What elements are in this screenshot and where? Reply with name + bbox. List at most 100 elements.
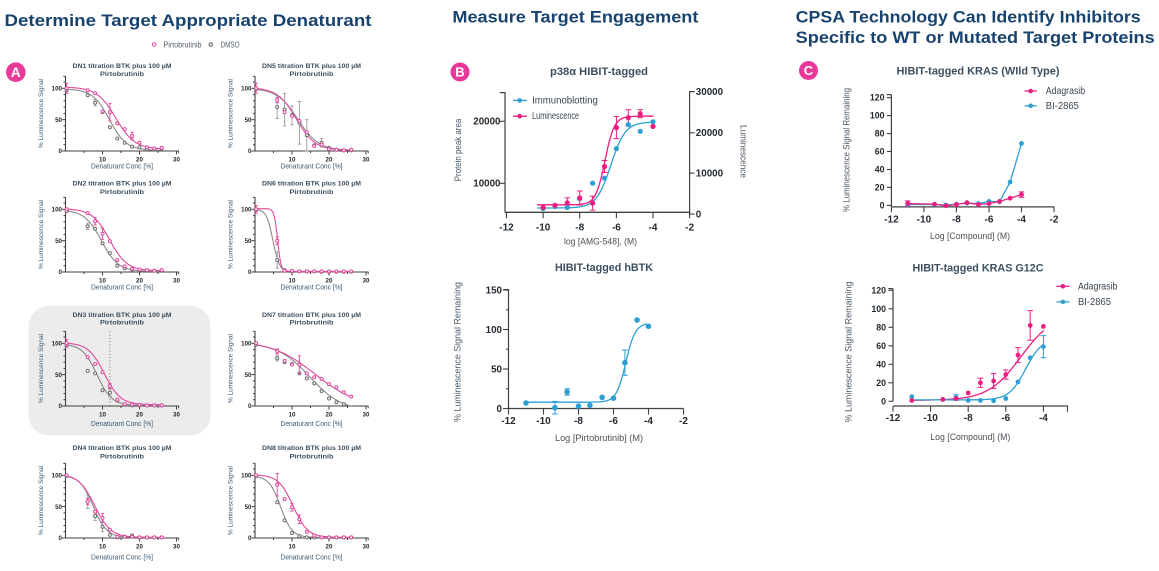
svg-text:DN7 titration BTK plus 100 µM: DN7 titration BTK plus 100 µM	[262, 312, 361, 319]
svg-text:Denaturant Conc [%]: Denaturant Conc [%]	[91, 421, 153, 428]
svg-text:Specific to WT or Mutated Targ: Specific to WT or Mutated Target Protein…	[796, 28, 1155, 47]
svg-text:0: 0	[248, 148, 252, 155]
svg-text:-6: -6	[609, 416, 618, 427]
svg-text:Pirtobrutinib: Pirtobrutinib	[290, 189, 334, 196]
svg-text:p38α HIBIT-tagged: p38α HIBIT-tagged	[550, 66, 648, 78]
svg-text:20: 20	[326, 156, 333, 163]
svg-text:0: 0	[59, 403, 63, 410]
svg-text:30: 30	[173, 411, 180, 418]
svg-text:150: 150	[486, 285, 503, 296]
svg-text:C: C	[804, 63, 814, 78]
svg-text:-12: -12	[501, 416, 516, 427]
svg-text:log [AMG-548], (M): log [AMG-548], (M)	[564, 236, 637, 247]
svg-text:% Luminescence Signal: % Luminescence Signal	[228, 334, 235, 403]
svg-text:100: 100	[241, 473, 252, 480]
svg-text:Pirtobrutinib: Pirtobrutinib	[290, 71, 334, 78]
svg-text:-6: -6	[612, 223, 621, 234]
svg-text:30: 30	[363, 156, 370, 163]
svg-text:50: 50	[491, 364, 502, 375]
svg-text:Pirtobrutinib: Pirtobrutinib	[100, 71, 144, 78]
svg-text:-10: -10	[536, 416, 551, 427]
svg-text:10: 10	[289, 156, 296, 163]
svg-text:Adagrasib: Adagrasib	[1078, 281, 1118, 292]
svg-text:10: 10	[289, 411, 296, 418]
svg-text:Log [Compound] (M): Log [Compound] (M)	[930, 432, 1010, 443]
svg-text:-4: -4	[644, 416, 653, 427]
svg-text:-10: -10	[917, 214, 932, 225]
svg-text:-2: -2	[1050, 214, 1059, 225]
svg-text:60: 60	[876, 341, 886, 351]
svg-text:0: 0	[880, 201, 885, 211]
svg-text:50: 50	[245, 117, 252, 124]
svg-text:BI-2865: BI-2865	[1046, 101, 1079, 112]
svg-text:-6: -6	[985, 214, 994, 225]
svg-text:60: 60	[875, 147, 885, 157]
svg-text:100: 100	[241, 341, 252, 348]
svg-text:DN3 titration BTK plus 100 µM: DN3 titration BTK plus 100 µM	[73, 312, 172, 319]
svg-text:20: 20	[876, 378, 886, 388]
svg-text:-4: -4	[649, 223, 658, 234]
svg-text:B: B	[455, 65, 464, 80]
svg-text:20: 20	[136, 277, 143, 284]
svg-text:-4: -4	[1039, 413, 1048, 424]
svg-text:50: 50	[245, 238, 252, 245]
svg-text:-8: -8	[952, 214, 961, 225]
svg-text:Pirtobrutinib: Pirtobrutinib	[290, 320, 334, 327]
svg-text:Denaturant Conc [%]: Denaturant Conc [%]	[91, 285, 153, 292]
svg-text:Pirtobrutinib: Pirtobrutinib	[164, 41, 202, 50]
svg-text:Pirtobrutinib: Pirtobrutinib	[100, 320, 144, 327]
svg-text:20: 20	[136, 156, 143, 163]
svg-text:0: 0	[59, 148, 63, 155]
svg-text:100: 100	[871, 304, 886, 314]
svg-text:Log [Pirtobrutinib] (M): Log [Pirtobrutinib] (M)	[555, 433, 643, 444]
svg-text:40: 40	[875, 165, 885, 175]
svg-text:10000: 10000	[696, 169, 724, 180]
svg-text:30: 30	[173, 277, 180, 284]
svg-text:20: 20	[136, 543, 143, 550]
svg-text:Denaturant Conc [%]: Denaturant Conc [%]	[281, 421, 343, 428]
svg-text:Log [Compound] (M): Log [Compound] (M)	[930, 231, 1010, 242]
svg-text:Protein peak area: Protein peak area	[453, 119, 463, 182]
svg-text:0: 0	[696, 210, 702, 221]
svg-text:20000: 20000	[473, 117, 501, 128]
svg-text:10: 10	[99, 277, 106, 284]
svg-text:-8: -8	[964, 413, 973, 424]
svg-text:% Luminescence Signal: % Luminescence Signal	[228, 79, 235, 148]
svg-text:10: 10	[99, 543, 106, 550]
svg-text:0: 0	[881, 396, 886, 406]
svg-text:-8: -8	[574, 416, 583, 427]
svg-text:-12: -12	[499, 223, 514, 234]
svg-text:10000: 10000	[473, 179, 501, 190]
svg-text:30: 30	[173, 543, 180, 550]
svg-text:Pirtobrutinib: Pirtobrutinib	[100, 454, 144, 461]
svg-text:Denaturant Conc [%]: Denaturant Conc [%]	[281, 285, 343, 292]
svg-text:0: 0	[248, 535, 252, 542]
svg-text:-8: -8	[575, 223, 584, 234]
svg-text:40: 40	[876, 359, 886, 369]
svg-text:0: 0	[59, 269, 63, 276]
svg-text:% Luminescence Signal Remainin: % Luminescence Signal Remaining	[844, 282, 855, 423]
svg-text:DN8 titration BTK plus 100 µM: DN8 titration BTK plus 100 µM	[262, 445, 361, 452]
svg-text:80: 80	[875, 129, 885, 139]
svg-text:Determine Target Appropriate D: Determine Target Appropriate Denaturant	[5, 11, 372, 30]
svg-text:30: 30	[363, 411, 370, 418]
svg-text:Pirtobrutinib: Pirtobrutinib	[290, 454, 334, 461]
svg-text:Measure Target Engagement: Measure Target Engagement	[452, 8, 698, 27]
svg-text:-10: -10	[536, 223, 551, 234]
svg-text:% Luminescence Signal: % Luminescence Signal	[38, 334, 45, 403]
svg-text:10: 10	[289, 543, 296, 550]
svg-text:100: 100	[241, 86, 252, 93]
svg-text:DMSO: DMSO	[221, 41, 240, 50]
svg-text:HIBIT-tagged hBTK: HIBIT-tagged hBTK	[555, 262, 653, 274]
svg-text:0: 0	[248, 403, 252, 410]
svg-text:Denaturant Conc [%]: Denaturant Conc [%]	[91, 555, 153, 562]
svg-text:Immunoblotting: Immunoblotting	[532, 95, 598, 106]
svg-text:-6: -6	[1001, 413, 1010, 424]
svg-text:-12: -12	[886, 413, 901, 424]
svg-text:% Luminescence Signal: % Luminescence Signal	[38, 200, 45, 269]
svg-text:CPSA Technology Can Identify I: CPSA Technology Can Identify Inhibitors	[796, 8, 1141, 27]
svg-text:-2: -2	[685, 223, 694, 234]
svg-text:BI-2865: BI-2865	[1078, 297, 1111, 308]
svg-text:100: 100	[486, 325, 503, 336]
svg-text:-10: -10	[923, 413, 938, 424]
